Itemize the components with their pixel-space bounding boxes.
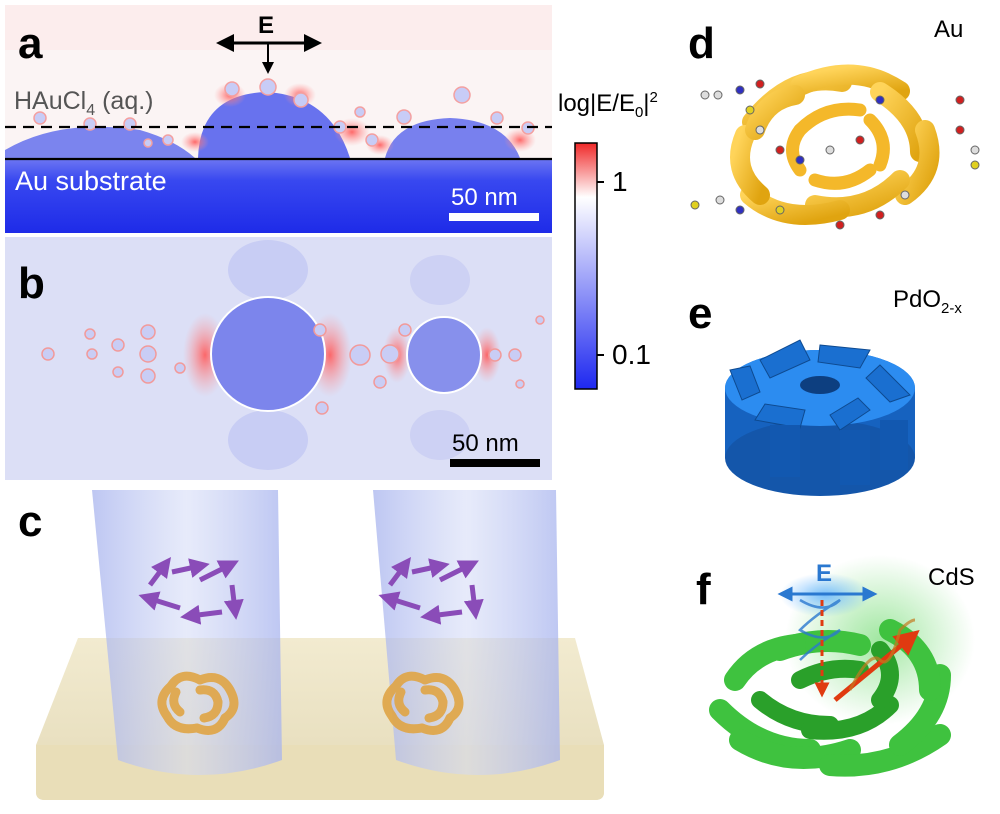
gold-spiral-left bbox=[157, 671, 239, 735]
panel-a-letter: a bbox=[18, 19, 43, 68]
material-e-subscript: 2-x bbox=[941, 299, 962, 317]
panel-b-map bbox=[5, 237, 552, 480]
colorbar-tick-high: 1 bbox=[612, 166, 628, 197]
solution-label-prefix: HAuCl bbox=[14, 87, 87, 115]
panel-d-au-helicoid bbox=[690, 64, 980, 230]
panel-e-letter: e bbox=[688, 289, 713, 338]
panel-d-letter: d bbox=[688, 19, 715, 68]
panel-c-scene bbox=[36, 490, 604, 800]
panel-a-map bbox=[5, 5, 552, 233]
gold-spiral-right bbox=[382, 671, 464, 735]
material-e: PdO2-x bbox=[893, 288, 962, 316]
solution-label: HAuCl4 (aq.) bbox=[14, 89, 154, 119]
colorbar-title: log|E/E0|2 bbox=[558, 90, 658, 120]
solution-label-suffix: (aq.) bbox=[95, 87, 154, 115]
material-e-main: PdO bbox=[893, 286, 942, 313]
panel-f-letter: f bbox=[696, 565, 711, 614]
peptide-atoms bbox=[690, 79, 980, 230]
field-label-a: E bbox=[258, 12, 275, 39]
material-f: CdS bbox=[928, 564, 975, 591]
panel-b-letter: b bbox=[18, 259, 45, 308]
scale-bar-a-label: 50 nm bbox=[451, 184, 518, 211]
panel-c-letter: c bbox=[18, 497, 43, 546]
colorbar-title-subscript: 0 bbox=[634, 103, 644, 121]
scale-bar-b-label: 50 nm bbox=[452, 430, 519, 457]
panel-e-pdo-structure bbox=[725, 339, 915, 496]
solution-label-subscript: 4 bbox=[86, 102, 96, 119]
colorbar-title-main: log|E/E bbox=[558, 90, 635, 117]
material-d: Au bbox=[934, 16, 964, 43]
panel-f-cds-structure bbox=[709, 555, 975, 777]
colorbar-title-superscript: 2 bbox=[649, 89, 658, 106]
colorbar bbox=[574, 142, 604, 390]
colorbar-title-tail: | bbox=[643, 90, 650, 117]
field-label-f: E bbox=[816, 560, 833, 587]
polarization-arrows-right bbox=[378, 557, 484, 625]
polarization-arrows-left bbox=[138, 557, 244, 625]
substrate-label: Au substrate bbox=[15, 166, 167, 196]
colorbar-tick-low: 0.1 bbox=[612, 339, 651, 370]
